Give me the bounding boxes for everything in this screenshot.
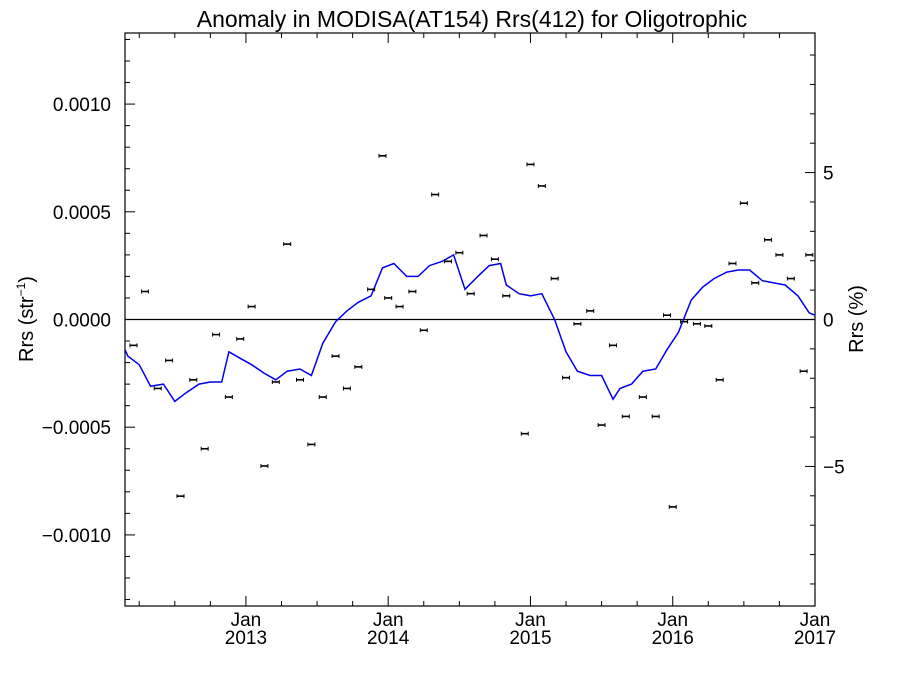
y-tick-label-right: 5 bbox=[823, 164, 834, 185]
data-point bbox=[550, 276, 559, 281]
data-point bbox=[704, 323, 713, 328]
y-tick-label-left: 0.0005 bbox=[53, 203, 111, 224]
data-point bbox=[562, 375, 571, 380]
data-point bbox=[586, 308, 595, 313]
series-points-group bbox=[129, 153, 814, 509]
y-label-left-close: ) bbox=[16, 276, 38, 283]
x-tick-label-month: Jan bbox=[515, 610, 546, 631]
chart-title: Anomaly in MODISA(AT154) Rrs(412) for Ol… bbox=[197, 6, 747, 32]
data-point bbox=[692, 321, 701, 326]
data-point bbox=[431, 192, 440, 197]
data-point bbox=[129, 343, 138, 348]
data-point bbox=[189, 377, 198, 382]
data-point bbox=[395, 304, 404, 309]
data-point bbox=[573, 321, 582, 326]
y-tick-label-left: 0.0010 bbox=[53, 95, 111, 116]
x-tick-label-month: Jan bbox=[800, 610, 831, 631]
tick-marks bbox=[125, 33, 816, 606]
data-point bbox=[621, 414, 630, 419]
data-point bbox=[367, 287, 376, 292]
data-point bbox=[537, 183, 546, 188]
data-point bbox=[331, 354, 340, 359]
data-point bbox=[342, 386, 351, 391]
data-point bbox=[680, 319, 689, 324]
data-point bbox=[805, 252, 814, 257]
x-tick-label-year: 2015 bbox=[509, 628, 551, 649]
data-point bbox=[651, 414, 660, 419]
data-point bbox=[378, 153, 387, 158]
data-point bbox=[455, 250, 464, 255]
x-tick-label-month: Jan bbox=[657, 610, 688, 631]
y-label-left-text: Rrs (str bbox=[16, 296, 38, 362]
data-point bbox=[283, 242, 292, 247]
y-label-right: Rrs (%) bbox=[846, 285, 868, 353]
data-point bbox=[419, 328, 428, 333]
data-point bbox=[271, 379, 280, 384]
x-tick-label-year: 2014 bbox=[367, 628, 410, 649]
data-point bbox=[663, 313, 672, 318]
y-tick-label-left: −0.0010 bbox=[42, 526, 111, 547]
data-point bbox=[638, 395, 647, 400]
data-point bbox=[247, 304, 256, 309]
data-point bbox=[502, 293, 511, 298]
data-point bbox=[295, 377, 304, 382]
y-tick-label-left: −0.0005 bbox=[42, 418, 111, 439]
data-point bbox=[799, 369, 808, 374]
x-tick-label-year: 2013 bbox=[225, 628, 267, 649]
data-point bbox=[775, 252, 784, 257]
data-point bbox=[597, 423, 606, 428]
data-point bbox=[466, 291, 475, 296]
data-point bbox=[307, 442, 316, 447]
smoothed-anomaly-line bbox=[125, 253, 815, 403]
data-point bbox=[153, 386, 162, 391]
x-tick-label-month: Jan bbox=[373, 610, 404, 631]
data-point bbox=[236, 336, 245, 341]
plot-axes bbox=[124, 32, 816, 607]
data-point bbox=[715, 377, 724, 382]
data-point bbox=[224, 395, 233, 400]
data-point bbox=[443, 259, 452, 264]
data-point bbox=[739, 201, 748, 206]
data-point bbox=[751, 280, 760, 285]
data-point bbox=[408, 289, 417, 294]
y-tick-label-left: 0.0000 bbox=[53, 311, 111, 332]
data-point bbox=[520, 431, 529, 436]
tick-labels: 0.00100.00050.0000−0.0005−0.001050−5Jan2… bbox=[42, 95, 845, 649]
data-point bbox=[490, 257, 499, 262]
data-point bbox=[384, 295, 393, 300]
y-label-left-sup: −1 bbox=[14, 282, 28, 296]
y-tick-label-right: −5 bbox=[823, 457, 845, 478]
data-point bbox=[260, 463, 269, 468]
x-tick-label-year: 2016 bbox=[652, 628, 694, 649]
data-point bbox=[728, 261, 737, 266]
y-tick-label-right: 0 bbox=[823, 311, 834, 332]
data-point bbox=[354, 364, 363, 369]
data-point bbox=[786, 276, 795, 281]
data-point bbox=[165, 358, 174, 363]
svg-text:Rrs (str−1): Rrs (str−1) bbox=[14, 276, 38, 362]
data-point bbox=[318, 395, 327, 400]
data-point bbox=[212, 332, 221, 337]
data-point bbox=[140, 289, 149, 294]
data-point bbox=[200, 446, 209, 451]
data-point bbox=[764, 237, 773, 242]
data-point bbox=[479, 233, 488, 238]
series-line-group bbox=[125, 253, 815, 403]
data-point bbox=[526, 162, 535, 167]
y-label-left: Rrs (str−1) bbox=[14, 276, 38, 362]
data-point bbox=[668, 504, 677, 509]
x-tick-label-month: Jan bbox=[231, 610, 262, 631]
data-point bbox=[608, 343, 617, 348]
data-point bbox=[176, 494, 185, 499]
x-tick-label-year: 2017 bbox=[794, 628, 836, 649]
